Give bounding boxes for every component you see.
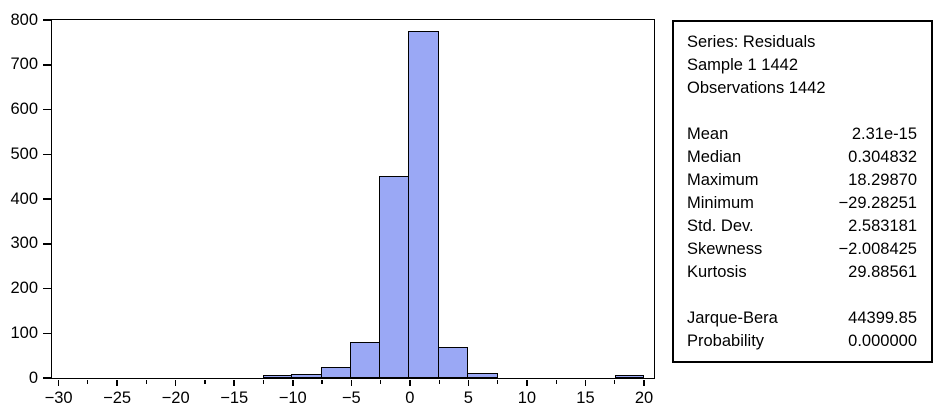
histogram-bar (614, 374, 645, 378)
histogram-bar (263, 374, 293, 378)
y-axis-tick-label: 500 (10, 144, 38, 163)
y-axis-tick-label: 600 (10, 100, 38, 118)
stat-row: Kurtosis 29.88561 (687, 261, 917, 284)
histogram-bar (437, 346, 469, 378)
stat-value: 2.31e-15 (851, 125, 917, 143)
x-axis-tick (584, 380, 587, 386)
x-axis-tick (409, 380, 411, 386)
y-axis-tick (42, 153, 51, 155)
stat-label: Minimum (687, 194, 754, 212)
stat-value: 2.583181 (848, 217, 917, 235)
x-axis-minor-tick (555, 380, 557, 384)
x-axis-tick-label: 20 (634, 389, 654, 407)
stat-value: 18.29870 (848, 171, 917, 189)
x-axis-minor-tick (321, 380, 323, 384)
stat-label: Std. Dev. (687, 217, 754, 235)
stat-label: Mean (687, 125, 729, 143)
y-axis-tick (42, 19, 51, 21)
x-axis-tick-label: 5 (463, 389, 473, 407)
stat-value: −29.28251 (838, 194, 917, 212)
y-axis-tick-label: 800 (10, 10, 38, 29)
stat-value: 0.304832 (848, 148, 917, 166)
x-axis-minor-tick (262, 380, 265, 384)
x-axis-minor-tick (87, 380, 89, 384)
stat-value: 0.000000 (848, 332, 917, 350)
x-axis-minor-tick (145, 380, 147, 384)
x-axis-minor-tick (614, 380, 616, 384)
y-axis-tick (42, 198, 51, 200)
stat-row: Median 0.304832 (687, 146, 917, 169)
x-axis-tick-label: −10 (278, 389, 307, 407)
stat-row: Jarque-Bera 44399.85 (687, 307, 917, 330)
x-axis-tick (57, 380, 60, 386)
x-axis-minor-tick (204, 380, 206, 384)
histogram-bar (349, 342, 381, 378)
x-axis-tick-label: −25 (103, 389, 132, 407)
stat-label: Skewness (687, 240, 763, 258)
histogram-bar (320, 366, 352, 378)
x-axis-tick (643, 380, 645, 386)
stats-box: Series: Residuals Sample 1 1442 Observat… (672, 20, 933, 363)
x-axis-minor-tick (497, 380, 499, 384)
plot-area: 0 100 200 300 400 500 600 700 800 −30 −25 −20 −15 −10… (10, 11, 655, 407)
x-axis-tick (526, 380, 528, 386)
y-axis-tick (42, 108, 51, 111)
stat-label: Median (687, 148, 742, 166)
x-axis-tick (233, 380, 235, 386)
histogram-bar (291, 373, 323, 378)
x-axis-tick (292, 380, 294, 386)
stat-row: Std. Dev. 2.583181 (687, 215, 917, 238)
stat-label: Maximum (687, 171, 759, 189)
y-axis-tick-label: 400 (10, 189, 38, 208)
histogram-bar (408, 31, 440, 378)
x-axis-minor-tick (379, 380, 382, 384)
y-axis-tick (42, 377, 51, 379)
stat-label: Probability (687, 332, 765, 350)
x-axis-tick-label: −5 (341, 389, 361, 407)
stat-value: 29.88561 (848, 263, 917, 281)
histogram-bar (466, 372, 498, 378)
stat-row: Mean 2.31e-15 (687, 123, 917, 146)
stats-spacer (687, 284, 917, 307)
stat-row: Skewness −2.008425 (687, 238, 917, 261)
y-axis-tick-label: 300 (10, 234, 38, 253)
x-axis-minor-tick (438, 380, 440, 384)
stats-rows-group-main: Mean 2.31e-15 Median 0.304832 Maximum 18.2987… (687, 123, 917, 284)
stat-row: Probability 0.000000 (687, 330, 917, 353)
y-axis-tick (42, 64, 51, 66)
stats-rows-group-tests: Jarque-Bera 44399.85 Probability 0.000000 (687, 307, 917, 353)
x-axis-tick-label: 10 (517, 389, 537, 407)
y-axis-tick (42, 332, 51, 334)
y-axis-tick-label: 0 (28, 368, 38, 387)
x-axis-tick-label: −30 (44, 389, 73, 407)
stat-value: 44399.85 (848, 309, 917, 327)
stat-label: Jarque-Bera (687, 309, 778, 327)
x-axis-tick-label: 15 (576, 389, 595, 407)
stats-series-line: Series: Residuals (687, 33, 816, 51)
y-axis-tick-label: 100 (10, 323, 38, 342)
x-axis-tick-label: −15 (220, 389, 249, 407)
x-axis-tick (174, 380, 177, 386)
x-axis-tick (350, 380, 353, 386)
y-axis-tick (42, 243, 51, 245)
x-axis-tick (467, 380, 470, 386)
y-axis-tick-label: 200 (10, 279, 38, 297)
histogram-bar (379, 175, 410, 378)
y-axis-tick-label: 700 (10, 55, 38, 74)
stats-observations-line: Observations 1442 (687, 79, 826, 97)
stats-spacer (687, 100, 917, 123)
stat-value: −2.008425 (838, 240, 917, 258)
y-axis-tick (42, 287, 51, 290)
x-axis-tick-label: 0 (405, 389, 415, 407)
x-axis-tick-label: −20 (161, 389, 190, 407)
stat-row: Minimum −29.28251 (687, 192, 917, 215)
stat-row: Maximum 18.29870 (687, 169, 917, 192)
stats-sample-line: Sample 1 1442 (687, 56, 798, 74)
x-axis-tick (116, 380, 118, 386)
stat-label: Kurtosis (687, 263, 747, 281)
